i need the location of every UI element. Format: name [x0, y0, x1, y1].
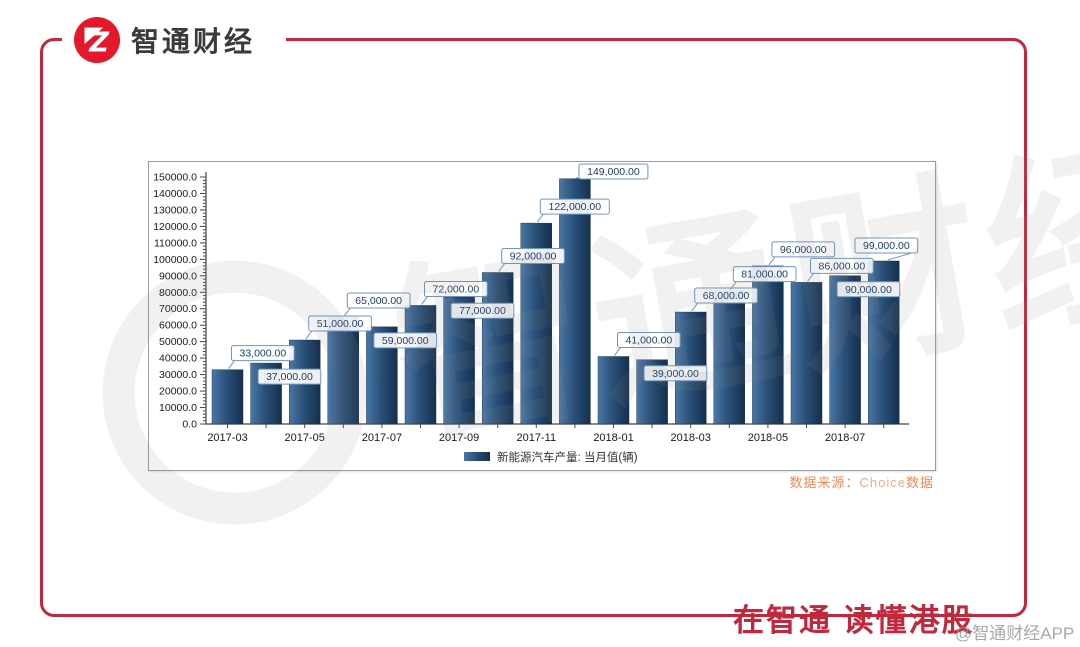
y-axis-label: 90000.0 [159, 270, 197, 282]
value-callout-box [617, 331, 681, 348]
value-callout-text: 92,000.00 [510, 251, 557, 263]
chart-panel: 0.0 10000.0 20000.0 30000.0 40000.0 50000.0 60… [148, 161, 936, 471]
bar-2018-07 [829, 275, 861, 425]
value-callout-text: 33,000.00 [239, 348, 286, 360]
source-suffix: 数据 [905, 475, 934, 490]
y-axis-label: 110000.0 [154, 237, 197, 249]
bar-2017-12 [559, 178, 591, 425]
value-callout-text: 99,000.00 [863, 240, 910, 252]
value-callout-box [836, 281, 901, 298]
y-axis-label: 150000.0 [153, 172, 197, 184]
callout-line [305, 330, 313, 340]
value-callout-text: 39,000.00 [652, 368, 699, 380]
value-callout-box [373, 332, 438, 349]
value-callout-text: 41,000.00 [625, 334, 672, 346]
value-callout-box [424, 280, 488, 297]
y-axis-label: 120000.0 [153, 221, 197, 233]
x-axis-label: 2018-03 [671, 432, 711, 444]
zhitong-logo-icon: Z [74, 17, 120, 63]
y-axis-label: 80000.0 [159, 287, 197, 299]
value-callout-text: 86,000.00 [818, 260, 865, 272]
value-callout-box [450, 302, 515, 319]
y-axis-label: 70000.0 [159, 303, 197, 315]
y-axis-label: 40000.0 [159, 353, 197, 365]
value-callout-box [578, 163, 649, 180]
bar-2018-06 [790, 282, 823, 425]
y-axis-label: 140000.0 [153, 188, 197, 200]
y-axis-label: 60000.0 [159, 320, 197, 332]
callout-line [536, 213, 544, 223]
nev-production-bar-chart: 0.0 10000.0 20000.0 30000.0 40000.0 50000.0 60… [153, 163, 919, 464]
value-callout-box [501, 248, 565, 265]
legend-swatch [464, 452, 490, 461]
bar-2017-06 [327, 316, 360, 425]
y-axis-label: 30000.0 [159, 369, 197, 381]
value-callout-text: 65,000.00 [355, 295, 402, 307]
x-axis-label: 2017-05 [285, 432, 325, 444]
value-callout-text: 77,000.00 [459, 305, 506, 317]
brand-title: 智通财经 [131, 26, 256, 57]
value-callout-text: 68,000.00 [703, 290, 750, 302]
callout-line [498, 263, 506, 272]
callout-line [614, 347, 621, 356]
data-source-note: 数据来源：Choice数据 [148, 472, 934, 491]
value-callout-box [694, 287, 758, 304]
value-callout-box [257, 368, 322, 385]
callout-line [729, 281, 737, 290]
value-callout-text: 149,000.00 [587, 166, 640, 178]
app-watermark: @智通财经APP [955, 624, 1075, 643]
value-callout-text: 81,000.00 [741, 269, 788, 281]
callout-line [887, 252, 912, 261]
value-callout-box [231, 345, 295, 362]
callout-line [691, 302, 699, 312]
value-callout-box [308, 315, 372, 332]
x-axis-label: 2018-07 [825, 432, 865, 444]
y-axis-label: 20000.0 [159, 386, 197, 398]
bar-2018-01 [597, 356, 630, 425]
callout-line [228, 360, 235, 369]
source-label: 数据来源： [789, 475, 860, 490]
value-callout-text: 122,000.00 [549, 201, 602, 213]
brand-header: Z 智通财经 [62, 12, 286, 68]
bar-2018-04 [713, 290, 745, 425]
value-callout-box [854, 237, 919, 254]
x-axis-label: 2017-09 [439, 432, 479, 444]
value-callout-box [643, 365, 708, 382]
y-axis-label: 100000.0 [153, 254, 197, 266]
x-axis-label: 2017-11 [517, 432, 557, 444]
x-axis-label: 2017-03 [207, 432, 247, 444]
callout-line [421, 296, 428, 305]
value-callout-text: 72,000.00 [432, 283, 479, 295]
x-axis-label: 2018-05 [748, 432, 788, 444]
value-callout-box [771, 241, 836, 258]
y-axis-label: 50000.0 [159, 336, 197, 348]
value-callout-box [732, 266, 797, 283]
y-axis-label: 10000.0 [159, 402, 197, 414]
y-axis-label: 130000.0 [153, 204, 197, 216]
legend-label: 新能源汽车产量: 当月值(辆) [497, 450, 638, 464]
source-name: Choice [859, 475, 906, 490]
value-callout-box [539, 198, 610, 215]
svg-text:Z: Z [88, 28, 110, 59]
value-callout-text: 51,000.00 [317, 318, 364, 330]
callout-line [343, 307, 351, 317]
x-axis-label: 2017-07 [362, 432, 402, 444]
callout-line [807, 273, 814, 282]
bar-2017-10 [482, 272, 514, 425]
value-callout-text: 37,000.00 [266, 371, 313, 383]
value-callout-box [346, 292, 411, 309]
y-axis-label: 0.0 [182, 419, 197, 431]
value-callout-box [810, 257, 874, 274]
brand-slogan: 在智通 读懂港股 [733, 603, 975, 638]
value-callout-text: 59,000.00 [382, 335, 429, 347]
callout-line [768, 256, 776, 266]
value-callout-text: 90,000.00 [845, 284, 892, 296]
value-callout-text: 96,000.00 [780, 244, 827, 256]
bar-2017-08 [404, 305, 437, 425]
x-axis-label: 2018-01 [593, 432, 633, 444]
bar-2017-03 [211, 369, 244, 425]
